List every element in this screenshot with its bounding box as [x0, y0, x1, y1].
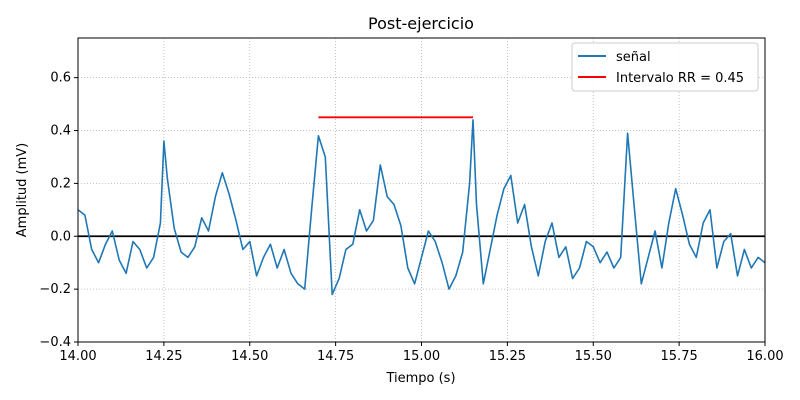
signal-line	[77, 119, 766, 296]
x-tick-label: 14.75	[317, 349, 354, 364]
legend-label-intervalo-rr: Intervalo RR = 0.45	[616, 71, 744, 86]
x-tick-label: 14.00	[59, 349, 96, 364]
x-tick-label: 14.50	[231, 349, 268, 364]
x-tick-label: 15.00	[403, 349, 440, 364]
y-tick-label: −0.4	[39, 335, 71, 350]
x-axis-label: Tiempo (s)	[385, 371, 455, 386]
y-axis-label: Amplitud (mV)	[15, 143, 30, 237]
x-tick-label: 15.75	[661, 349, 698, 364]
x-tick-label: 16.00	[746, 349, 783, 364]
x-tick-label: 14.25	[145, 349, 182, 364]
y-tick-label: 0.2	[50, 176, 71, 191]
y-tick-label: −0.2	[39, 282, 71, 297]
y-axis-ticks: −0.4 −0.2 0.0 0.2 0.4 0.6	[39, 71, 78, 350]
series-group	[77, 116, 766, 296]
legend: señal Intervalo RR = 0.45	[571, 42, 759, 92]
y-tick-label: 0.0	[50, 229, 71, 244]
x-tick-label: 15.25	[489, 349, 526, 364]
x-tick-label: 15.50	[575, 349, 612, 364]
legend-label-senal: señal	[616, 50, 651, 65]
chart-title: Post-ejercicio	[368, 14, 474, 33]
legend-box	[571, 42, 759, 92]
x-axis-ticks: 14.00 14.25 14.50 14.75 15.00 15.25 15.50 15.75…	[59, 342, 784, 364]
y-tick-label: 0.4	[50, 124, 71, 139]
y-tick-label: 0.6	[50, 71, 71, 86]
